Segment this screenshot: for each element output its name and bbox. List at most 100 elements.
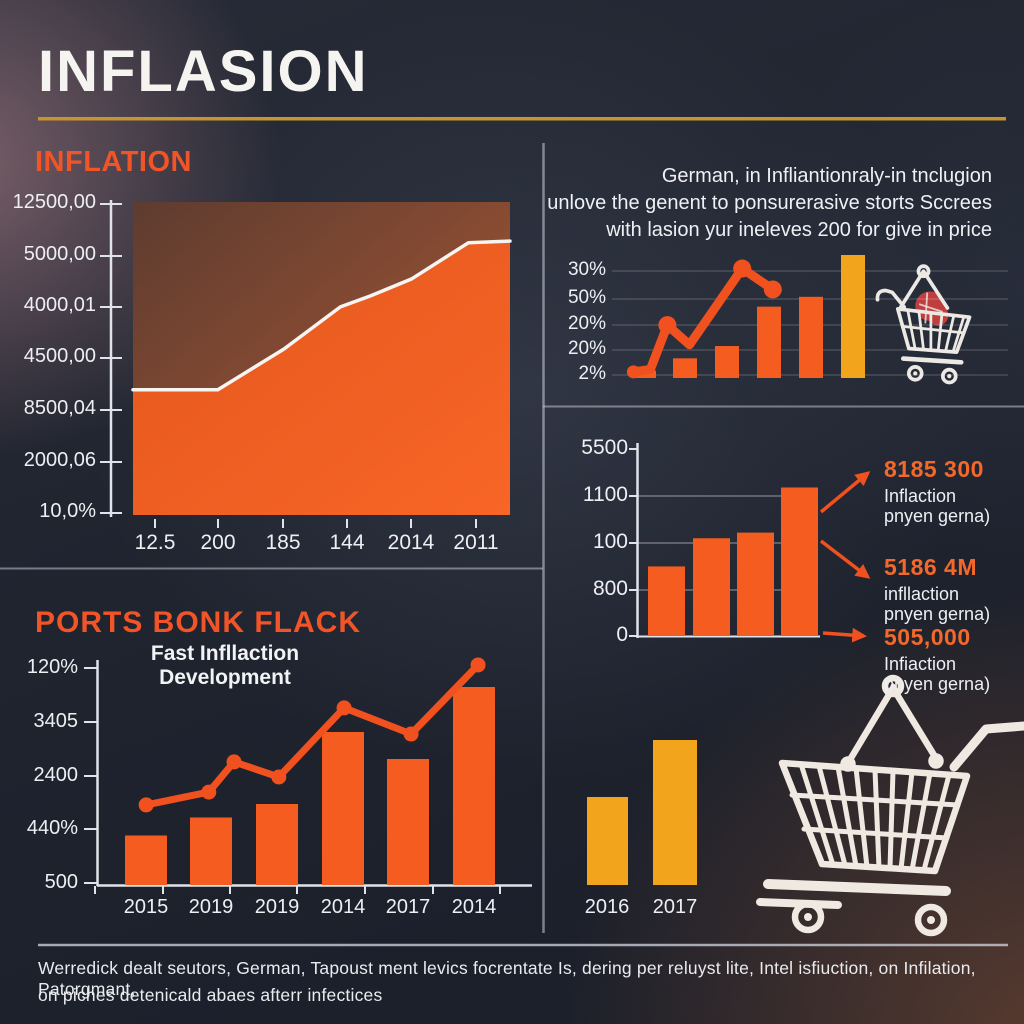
callout-caption-line: pnyen gerna) bbox=[884, 506, 991, 526]
y-tick-label: 440% bbox=[26, 817, 78, 839]
callout-caption-line: infllaction bbox=[884, 584, 960, 604]
data-point bbox=[658, 316, 677, 335]
data-point bbox=[336, 700, 352, 716]
cart-handle bbox=[875, 288, 907, 309]
y-tick-label: 4500,00 bbox=[23, 345, 96, 367]
x-tick-label: 2019 bbox=[254, 896, 300, 918]
y-tick-label: 50% bbox=[567, 287, 606, 308]
y-tick-label: 8500,04 bbox=[23, 397, 96, 419]
callout-value: 5186 4M bbox=[884, 554, 978, 580]
cart-base bbox=[763, 879, 951, 896]
data-point bbox=[763, 280, 782, 299]
callout-caption-line: Inflaction bbox=[884, 486, 957, 506]
callout-arrow bbox=[822, 627, 867, 643]
bar bbox=[715, 346, 739, 378]
data-point bbox=[403, 726, 419, 742]
y-tick-label: 3405 bbox=[33, 710, 79, 732]
cart-basket bbox=[895, 307, 972, 355]
data-point bbox=[226, 754, 242, 770]
small-cart-icon bbox=[875, 264, 972, 385]
x-tick-label: 144 bbox=[329, 531, 365, 554]
y-tick-label: 2% bbox=[578, 363, 606, 384]
y-tick-label: 100 bbox=[592, 530, 628, 553]
callout-3: 505,000 Infiaction pnyen gerna) bbox=[884, 624, 1024, 694]
paragraph-line: German, in Infliantionraly-in tnclugion bbox=[661, 165, 992, 187]
bar bbox=[453, 687, 495, 885]
y-tick-label: 500 bbox=[44, 871, 78, 893]
x-tick-label: 2017 bbox=[385, 896, 431, 918]
y-tick-label: 10,0% bbox=[39, 500, 96, 522]
y-tick-label: 800 bbox=[592, 577, 628, 600]
bar bbox=[387, 759, 429, 885]
callout-caption-line: pnyen gerna) bbox=[884, 674, 991, 694]
bar bbox=[190, 817, 232, 885]
x-tick-label: 2019 bbox=[188, 896, 234, 918]
y-tick-label: 5500 bbox=[581, 436, 628, 459]
data-point bbox=[201, 784, 217, 800]
x-tick-label: 2014 bbox=[387, 531, 435, 554]
bar bbox=[737, 532, 774, 636]
bar bbox=[693, 538, 730, 636]
bar bbox=[256, 804, 298, 885]
y-tick-label: 2000,06 bbox=[23, 449, 96, 471]
bar bbox=[841, 255, 865, 378]
cart-wheel bbox=[906, 365, 924, 382]
cart-wheel bbox=[791, 900, 825, 934]
callout-1: 8185 300 Inflaction pnyen gerna) bbox=[884, 456, 1024, 526]
y-tick-label: 4000,01 bbox=[23, 294, 96, 316]
cart-wheel bbox=[941, 367, 958, 385]
data-point bbox=[470, 657, 486, 673]
callout-value: 8185 300 bbox=[884, 456, 984, 482]
area-chart-line bbox=[131, 239, 512, 392]
y-tick-label: 120% bbox=[26, 656, 78, 678]
callout-caption-line: Infiaction bbox=[884, 654, 957, 674]
big-cart-icon bbox=[756, 674, 1024, 937]
cart-hanger bbox=[897, 269, 950, 311]
data-point bbox=[138, 797, 154, 813]
y-tick-label: 12500,00 bbox=[12, 191, 96, 213]
cart-wheel bbox=[914, 903, 948, 937]
callout-2: 5186 4M infllaction pnyen gerna) bbox=[884, 554, 1024, 624]
chart-subtitle: Fast Infllaction Development bbox=[150, 642, 300, 689]
bar bbox=[673, 358, 697, 378]
page-title: INFLASION bbox=[38, 39, 369, 104]
x-tick-label: 2015 bbox=[123, 896, 169, 918]
section-heading-ports-bonk-flack: PORTS BONK FLACK bbox=[35, 606, 361, 639]
x-tick-label: 200 bbox=[200, 531, 236, 554]
bar bbox=[799, 296, 823, 378]
data-point bbox=[733, 259, 752, 278]
callout-arrow bbox=[819, 539, 871, 579]
bar bbox=[125, 835, 167, 885]
bar bbox=[587, 797, 628, 885]
footer-line: Werredick dealt seutors, German, Tapoust… bbox=[38, 958, 976, 999]
y-tick-label: 0 bbox=[616, 623, 628, 646]
bar bbox=[648, 566, 685, 636]
area-chart-fill bbox=[133, 241, 510, 515]
callout-caption-line: pnyen gerna) bbox=[884, 604, 991, 624]
y-tick-label: 20% bbox=[567, 338, 606, 359]
x-tick-label: 2016 bbox=[584, 896, 630, 918]
data-point bbox=[271, 769, 287, 785]
x-tick-label: 2017 bbox=[652, 896, 698, 918]
x-tick-label: 2014 bbox=[451, 896, 497, 918]
section-heading-inflation: INFLATION bbox=[35, 146, 192, 178]
bar bbox=[322, 732, 364, 885]
x-tick-label: 12.5 bbox=[134, 531, 176, 554]
cart-handle bbox=[949, 721, 1024, 772]
footer-line: on piches detenicald abaes afterr infect… bbox=[38, 985, 383, 1005]
bar bbox=[757, 306, 781, 378]
x-tick-label: 2011 bbox=[453, 531, 499, 554]
bar bbox=[653, 740, 697, 885]
y-tick-label: 20% bbox=[567, 313, 606, 334]
intro-paragraph: German, in Infliantionraly-in tnclugion … bbox=[545, 163, 992, 244]
y-tick-label: 30% bbox=[567, 259, 606, 280]
data-point bbox=[626, 365, 640, 379]
y-tick-label: 1100 bbox=[582, 483, 628, 506]
bar bbox=[781, 487, 818, 636]
y-tick-label: 2400 bbox=[33, 764, 79, 786]
y-tick-label: 5000,00 bbox=[23, 243, 96, 265]
title-underline bbox=[38, 117, 1006, 121]
